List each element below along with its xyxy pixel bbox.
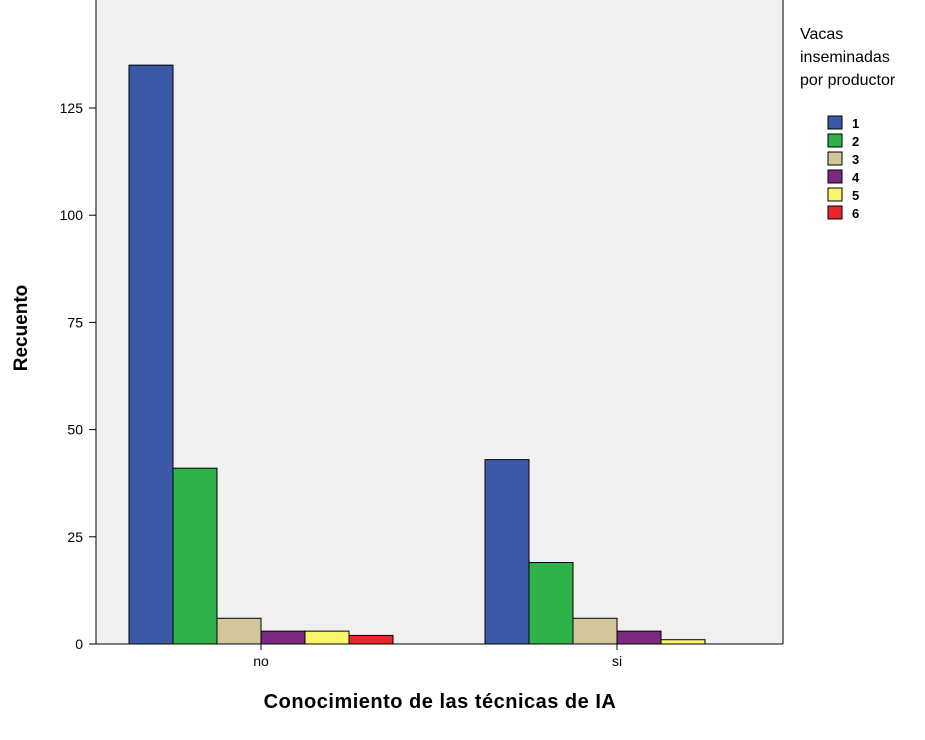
y-tick-label: 50 xyxy=(67,422,83,438)
y-ticks-group: 0 25 50 75 100 125 xyxy=(60,100,96,652)
bar-no-series-6 xyxy=(348,634,394,645)
bar-no-series-5 xyxy=(304,630,350,645)
x-axis-label: Conocimiento de las técnicas de IA xyxy=(264,691,617,713)
y-tick-label: 25 xyxy=(67,529,83,545)
legend: Vacas inseminadas por productor 1 2 3 4 5 6 xyxy=(800,26,896,221)
x-tick-label-si: si xyxy=(612,653,622,669)
bar-si-series-3 xyxy=(572,617,618,645)
bar-no-series-3 xyxy=(216,617,262,645)
legend-label-1: 1 xyxy=(852,116,859,131)
legend-title-line-3: por productor xyxy=(800,72,896,89)
legend-label-2: 2 xyxy=(852,134,859,149)
legend-swatch-6 xyxy=(827,205,843,220)
legend-items: 1 2 3 4 5 6 xyxy=(827,115,860,221)
y-tick-label: 75 xyxy=(67,314,83,330)
y-tick-label: 125 xyxy=(60,100,84,116)
bar-si-series-5 xyxy=(660,639,706,645)
legend-swatch-2 xyxy=(827,133,843,148)
legend-swatch-1 xyxy=(827,115,843,130)
y-axis-label: Recuento xyxy=(11,285,32,372)
y-tick-label: 0 xyxy=(75,636,83,652)
bars-group xyxy=(128,64,706,645)
x-ticks-group: no si xyxy=(253,644,622,669)
bar-no-series-4 xyxy=(260,630,306,645)
legend-label-3: 3 xyxy=(852,152,859,167)
bar-no-series-2 xyxy=(172,467,218,645)
legend-swatch-5 xyxy=(827,187,843,202)
y-tick-label: 100 xyxy=(60,207,84,223)
bar-si-series-2 xyxy=(528,562,574,645)
legend-title-line-1: Vacas xyxy=(800,26,843,43)
legend-swatch-3 xyxy=(827,151,843,166)
bar-si-series-1 xyxy=(484,459,530,645)
legend-title-line-2: inseminadas xyxy=(800,49,890,66)
bar-si-series-4 xyxy=(616,630,662,645)
legend-label-4: 4 xyxy=(852,170,860,185)
legend-label-5: 5 xyxy=(852,188,859,203)
legend-swatch-4 xyxy=(827,169,843,184)
bar-no-series-1 xyxy=(128,64,174,645)
x-tick-label-no: no xyxy=(253,653,269,669)
legend-label-6: 6 xyxy=(852,206,859,221)
